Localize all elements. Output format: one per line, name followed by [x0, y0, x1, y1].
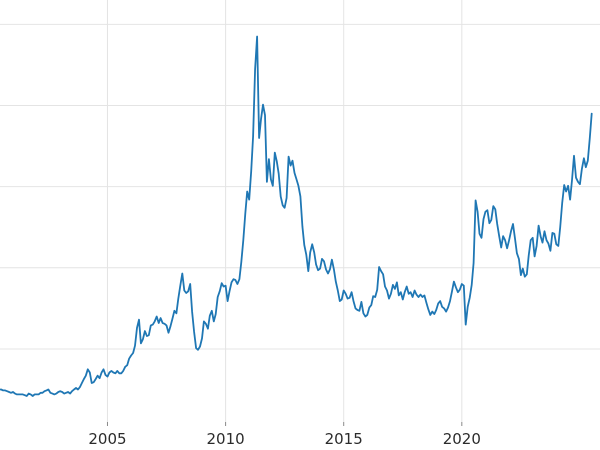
- x-tick-label: 2010: [206, 430, 244, 448]
- series-line: [0, 35, 593, 397]
- x-tick-label: 2020: [443, 430, 481, 448]
- x-tick-label: 2005: [88, 430, 126, 448]
- x-tick-label: 2015: [325, 430, 363, 448]
